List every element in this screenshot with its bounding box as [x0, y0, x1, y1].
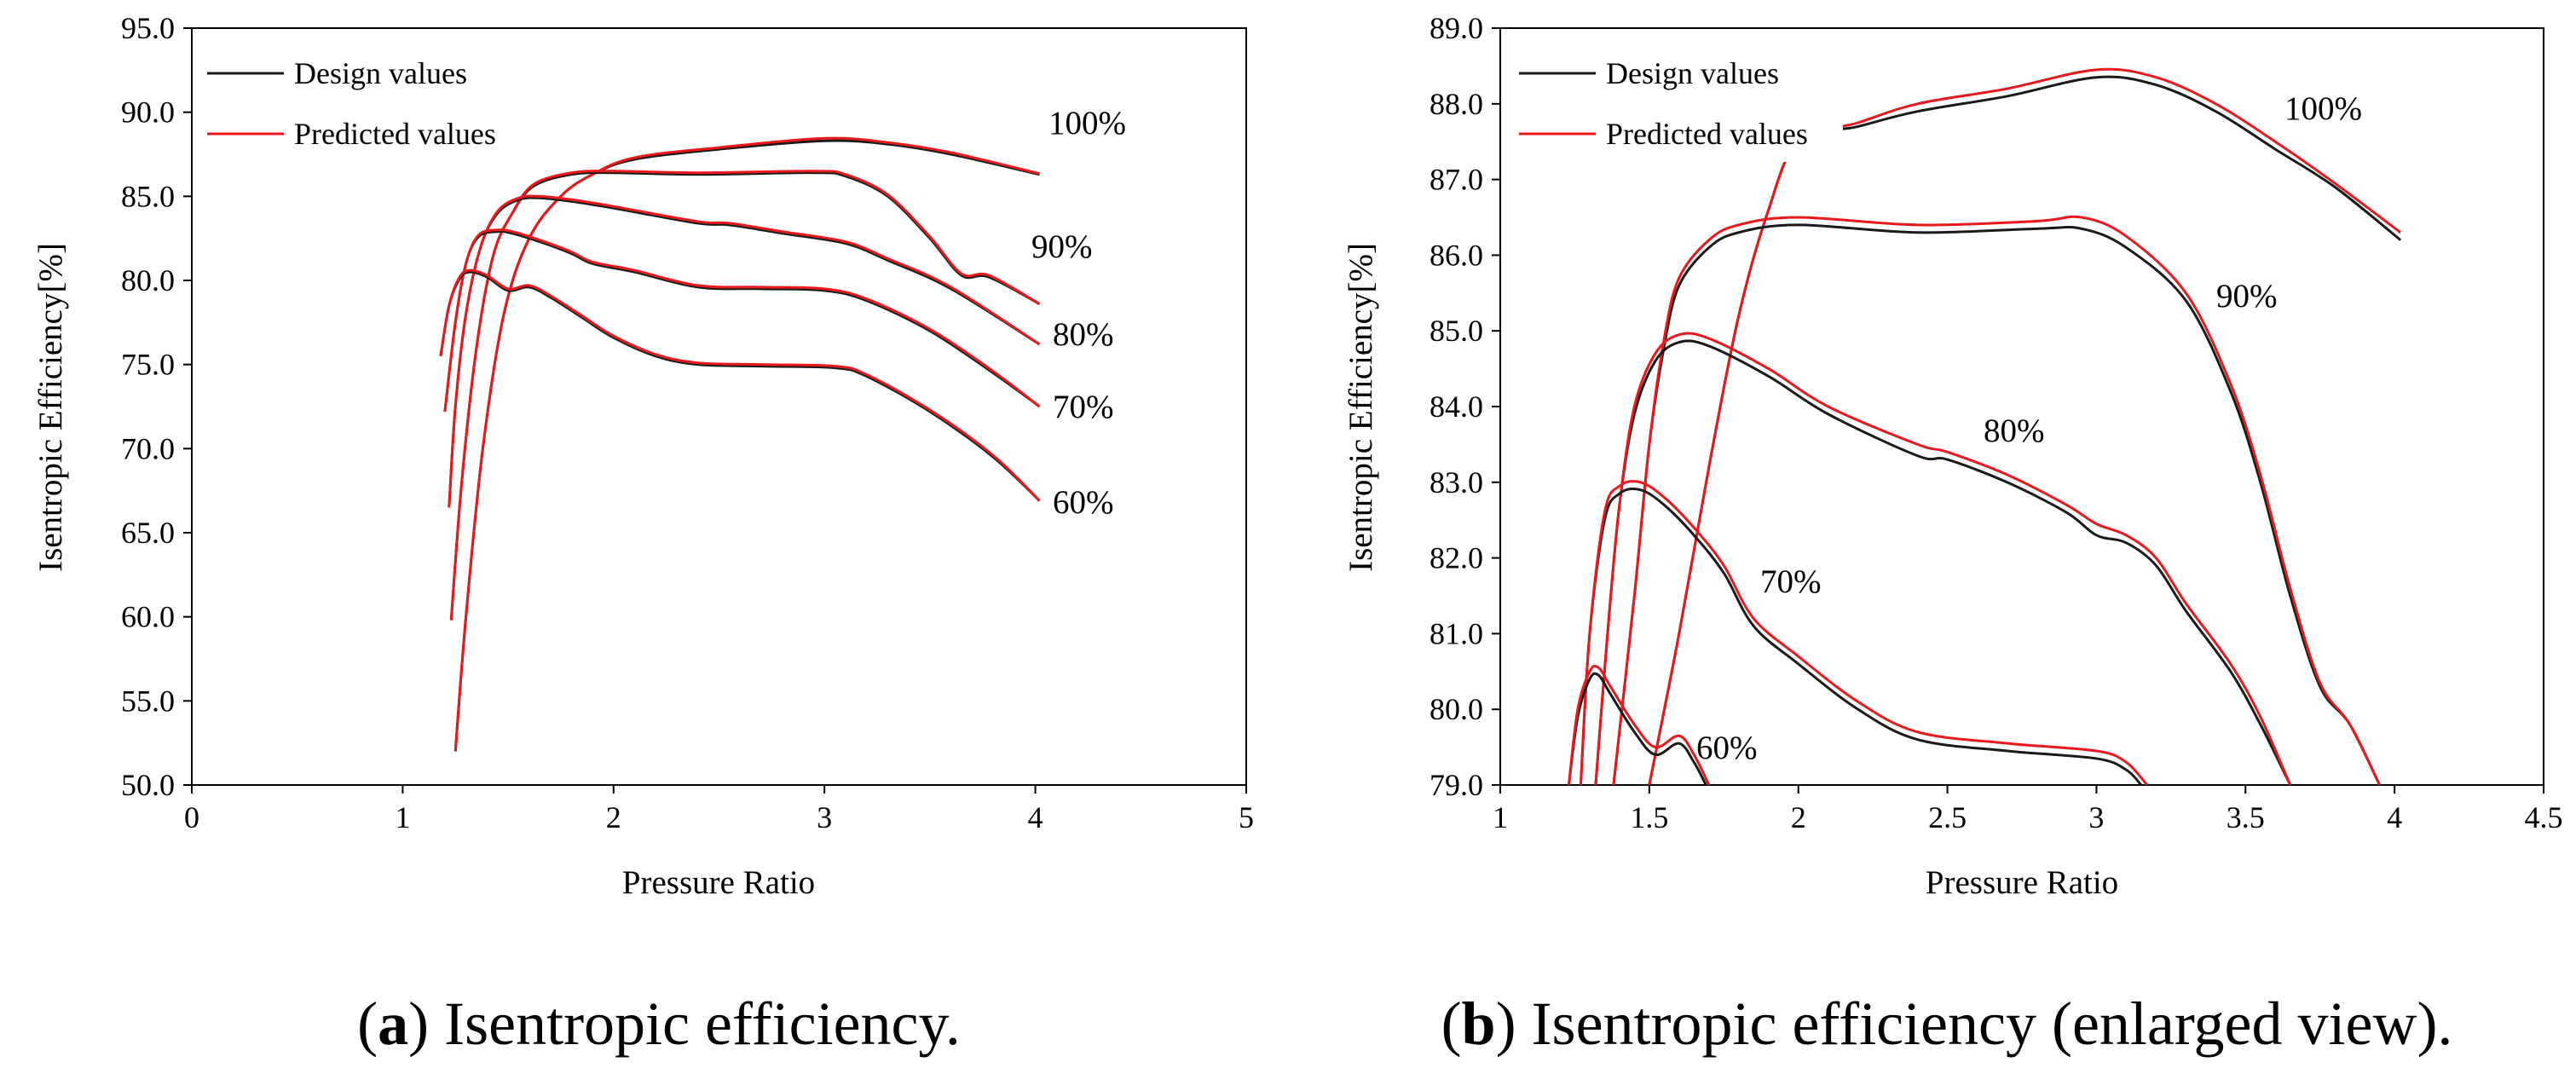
- y-tick-label: 70.0: [121, 431, 175, 465]
- y-tick-label: 89.0: [1430, 11, 1483, 45]
- series-label-100pct: 100%: [1048, 105, 1126, 141]
- x-tick-label: 2: [606, 800, 621, 834]
- x-tick-label: 2.5: [1928, 800, 1967, 834]
- x-tick-label: 3: [2088, 800, 2104, 834]
- y-tick-label: 65.0: [121, 516, 175, 550]
- y-tick-label: 60.0: [121, 600, 175, 634]
- series-label-60pct: 60%: [1053, 484, 1114, 521]
- series-70pct-design-line: [443, 230, 1041, 413]
- panel-a-axes: 0 1 2 3 4 5 50.0 55.0 60.0 65.0 70.0 75.0 80.0 85.0 90…: [121, 11, 1254, 834]
- series-100pct-predicted-line: [453, 136, 1040, 752]
- x-tick-label: 4.5: [2525, 800, 2563, 834]
- series-label-100pct: 100%: [2284, 90, 2362, 127]
- series-label-70pct: 70%: [1760, 563, 1822, 600]
- panel-a-caption: (a) Isentropic efficiency.: [357, 990, 961, 1058]
- legend-predicted-label: Predicted values: [294, 117, 496, 151]
- x-tick-label: 1: [395, 800, 410, 834]
- series-90pct-predicted-line: [1612, 215, 2382, 785]
- panel-b-ylabel: Isentropic Efficiency[%]: [1343, 243, 1379, 572]
- x-tick-label: 2: [1791, 800, 1806, 834]
- series-80pct-design-line: [448, 196, 1041, 508]
- y-tick-label: 88.0: [1430, 87, 1483, 121]
- y-tick-label: 95.0: [121, 11, 175, 45]
- panel-a-legend: Design values Predicted values: [207, 56, 496, 151]
- y-tick-label: 80.0: [1430, 692, 1483, 726]
- series-100pct-design-line: [453, 139, 1040, 752]
- legend-predicted-label: Predicted values: [1606, 117, 1808, 151]
- series-80pct-predicted-line: [448, 194, 1041, 508]
- y-tick-label: 85.0: [121, 179, 175, 213]
- x-tick-label: 4: [2387, 800, 2402, 834]
- panel-b-legend: Design values Predicted values: [1502, 51, 1843, 162]
- y-tick-label: 81.0: [1430, 616, 1483, 650]
- series-label-60pct: 60%: [1696, 730, 1758, 766]
- series-label-80pct: 80%: [1053, 316, 1114, 353]
- series-70pct-design-line: [1579, 488, 2143, 785]
- legend-background: [1502, 51, 1843, 162]
- panel-b-caption-text: Isentropic efficiency (enlarged view).: [1532, 990, 2453, 1058]
- x-tick-label: 3.5: [2227, 800, 2265, 834]
- y-tick-label: 90.0: [121, 95, 175, 130]
- y-tick-label: 84.0: [1430, 390, 1483, 424]
- series-60pct-predicted-line: [439, 268, 1041, 502]
- panel-a-caption-text: Isentropic efficiency.: [444, 990, 961, 1058]
- series-60pct-design-line: [439, 270, 1041, 502]
- y-tick-label: 80.0: [121, 263, 175, 297]
- y-tick-label: 55.0: [121, 684, 175, 718]
- series-label-70pct: 70%: [1053, 389, 1114, 425]
- series-70pct-predicted-line: [1579, 480, 2149, 785]
- x-tick-label: 4: [1028, 800, 1043, 834]
- panel-a-series: 100% 90% 80% 70% 60%: [439, 105, 1126, 752]
- panel-b-xlabel: Pressure Ratio: [1926, 864, 2118, 901]
- y-tick-label: 83.0: [1430, 465, 1483, 499]
- series-80pct-design-line: [1594, 339, 2292, 785]
- panel-b-chart: 1 1.5 2 2.5 3 3.5 4 4.5 79.0 80.0 81.0 82.0 83.0 84.0…: [1343, 11, 2563, 1058]
- series-60pct-predicted-line: [1567, 664, 1711, 785]
- series-60pct-design-line: [1567, 672, 1707, 785]
- legend-design-label: Design values: [1606, 56, 1779, 90]
- panel-a-chart: 0 1 2 3 4 5 50.0 55.0 60.0 65.0 70.0 75.0 80.0 85.0 90…: [32, 11, 1254, 1058]
- x-tick-label: 3: [817, 800, 832, 834]
- series-90pct-predicted-line: [449, 170, 1041, 621]
- y-tick-label: 86.0: [1430, 238, 1483, 272]
- x-tick-label: 1.5: [1630, 800, 1668, 834]
- plot-frame: [191, 27, 1247, 786]
- legend-design-label: Design values: [294, 56, 467, 90]
- series-lines: [1567, 67, 2402, 785]
- y-tick-label: 75.0: [121, 348, 175, 382]
- panel-a-caption-letter: a: [378, 990, 408, 1058]
- y-tick-label: 50.0: [121, 768, 175, 802]
- y-tick-label: 87.0: [1430, 163, 1483, 197]
- panel-a-xlabel: Pressure Ratio: [622, 864, 815, 901]
- series-lines: [439, 136, 1041, 752]
- x-tick-label: 1: [1493, 800, 1508, 834]
- y-tick-label: 85.0: [1430, 314, 1483, 348]
- y-tick-label: 79.0: [1430, 768, 1483, 802]
- x-tick-label: 5: [1239, 800, 1254, 834]
- series-100pct-predicted-line: [1648, 67, 2402, 785]
- series-label-80pct: 80%: [1984, 413, 2045, 449]
- panel-a-ylabel: Isentropic Efficiency[%]: [32, 243, 69, 572]
- panel-b-axes: 1 1.5 2 2.5 3 3.5 4 4.5 79.0 80.0 81.0 82.0 83.0 84.0…: [1430, 11, 2563, 834]
- y-tick-label: 82.0: [1430, 541, 1483, 575]
- series-label-90pct: 90%: [2216, 278, 2278, 315]
- panel-b-caption: (b) Isentropic efficiency (enlarged view…: [1441, 990, 2453, 1058]
- series-80pct-predicted-line: [1594, 332, 2292, 785]
- panel-b-series: 100% 90% 80% 70% 60%: [1567, 67, 2402, 785]
- panel-b-caption-letter: b: [1462, 990, 1496, 1058]
- x-tick-label: 0: [184, 800, 199, 834]
- series-label-90pct: 90%: [1031, 228, 1093, 265]
- series-70pct-predicted-line: [443, 228, 1041, 413]
